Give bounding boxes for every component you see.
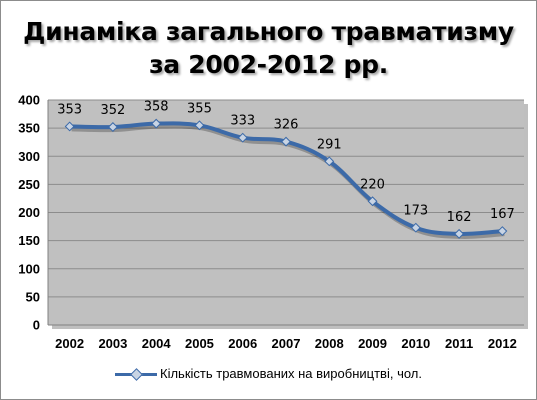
data-point-2012	[497, 226, 508, 237]
x-tick-label-2008: 2008	[315, 336, 344, 351]
data-point-2011	[454, 228, 465, 239]
data-label-2008: 291	[317, 137, 342, 152]
x-tick-label-2010: 2010	[401, 336, 430, 351]
y-tick-label-250: 250	[18, 177, 40, 192]
chart-title-line-2: за 2002-2012 рр.	[149, 50, 388, 79]
legend-series-label: Кількість травмованих на виробництві, чо…	[160, 366, 422, 382]
y-tick-label-350: 350	[18, 121, 40, 136]
data-point-2008	[324, 156, 335, 167]
data-point-2006	[237, 132, 248, 143]
data-point-2004	[151, 118, 162, 129]
y-tick-label-400: 400	[18, 93, 40, 108]
y-tick-label-300: 300	[18, 149, 40, 164]
y-tick-label-150: 150	[18, 233, 40, 248]
x-tick-label-2007: 2007	[272, 336, 301, 351]
x-tick-label-2005: 2005	[185, 336, 214, 351]
x-tick-label-2006: 2006	[228, 336, 257, 351]
x-tick-label-2012: 2012	[488, 336, 517, 351]
data-label-2006: 333	[230, 114, 255, 129]
data-label-2004: 358	[144, 100, 169, 115]
chart-legend: Кількість травмованих на виробництві, чо…	[1, 365, 536, 381]
data-label-2010: 173	[403, 204, 428, 219]
data-label-2002: 353	[57, 102, 82, 117]
x-tick-label-2004: 2004	[142, 336, 172, 351]
data-label-2012: 167	[490, 207, 515, 222]
y-tick-label-0: 0	[33, 318, 40, 333]
data-label-2007: 326	[274, 118, 299, 133]
data-label-2003: 352	[100, 103, 125, 118]
data-point-2007	[281, 136, 291, 147]
data-label-2009: 220	[360, 177, 385, 192]
x-tick-label-2003: 2003	[98, 336, 127, 351]
data-point-2010	[410, 222, 421, 233]
series-0-line-shadow	[71, 124, 505, 239]
data-label-2005: 355	[187, 101, 212, 116]
chart-title: Динаміка загального травматизму за 2002-…	[1, 15, 536, 81]
y-tick-label-100: 100	[18, 261, 40, 276]
legend-series-key	[115, 367, 157, 381]
x-tick-label-2002: 2002	[55, 336, 84, 351]
chart-title-line-1: Динаміка загального травматизму	[23, 17, 514, 46]
data-point-2002	[64, 121, 75, 132]
data-point-2003	[107, 122, 118, 132]
data-point-2005	[194, 120, 205, 131]
y-tick-label-200: 200	[18, 205, 40, 220]
data-label-2011: 162	[447, 210, 472, 225]
x-tick-label-2011: 2011	[445, 336, 473, 351]
data-point-2009	[367, 196, 378, 207]
y-tick-label-50: 50	[26, 289, 40, 304]
x-tick-label-2009: 2009	[358, 336, 387, 351]
